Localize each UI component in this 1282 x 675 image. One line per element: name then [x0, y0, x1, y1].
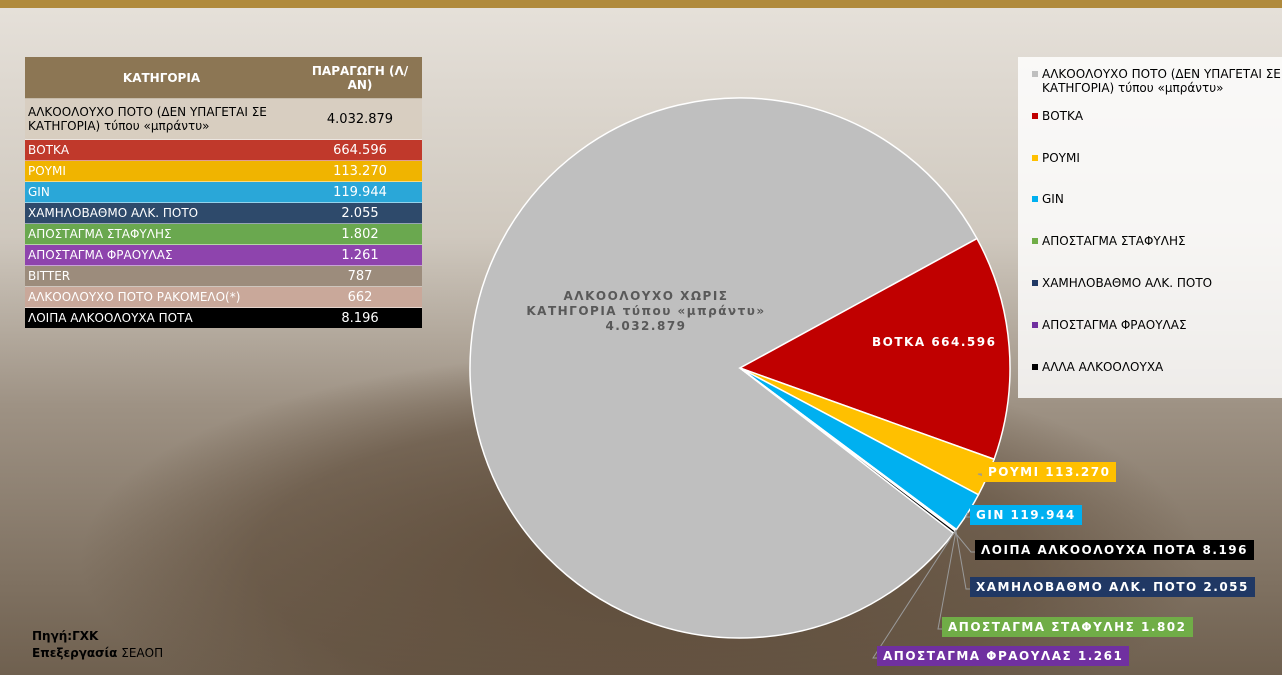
leader-line [937, 529, 957, 630]
production-value: 113.270 [298, 160, 422, 182]
category-name: BITTER [25, 265, 298, 287]
legend-marker [1032, 71, 1038, 77]
legend-label: ΑΛΛΑ ΑΛΚΟΟΛΟΥΧΑ [1042, 360, 1164, 374]
data-label: ΑΠΟΣΤΑΓΜΑ ΦΡΑΟΥΛΑΣ 1.261 [877, 646, 1130, 666]
legend-marker [1032, 113, 1038, 119]
source-note: Πηγή:ΓΧΚ Επεξεργασία ΣΕΑΟΠ [32, 628, 163, 662]
legend-item: ΧΑΜΗΛΟΒΑΘΜΟ ΑΛΚ. ΠΟΤΟ [1032, 276, 1282, 290]
legend-item: ΑΠΟΣΤΑΓΜΑ ΦΡΑΟΥΛΑΣ [1032, 318, 1282, 332]
data-label-value: 119.944 [1010, 508, 1076, 522]
table-row: ΑΛΚΟΟΛΟΥΧΟ ΠΟΤΟ ΡΑΚΟΜΕΛΟ(*) 662 [25, 286, 422, 308]
legend-item: ΡΟΥΜΙ [1032, 151, 1282, 165]
production-value: 787 [298, 265, 422, 287]
production-value: 119.944 [298, 181, 422, 203]
legend-label: GIN [1042, 192, 1064, 206]
legend-item: ΑΠΟΣΤΑΓΜΑ ΣΤΑΦΥΛΗΣ [1032, 234, 1282, 248]
table-row: GIN 119.944 [25, 181, 422, 203]
production-value: 2.055 [298, 202, 422, 224]
category-name: ΑΛΚΟΟΛΟΥΧΟ ΠΟΤΟ ΡΑΚΟΜΕΛΟ(*) [25, 286, 298, 308]
leader-line [955, 530, 970, 590]
legend-label: ΑΛΚΟΟΛΟΥΧΟ ΠΟΤΟ (ΔΕΝ ΥΠΑΓΕΤΑΙ ΣΕ ΚΑΤΗΓΟΡ… [1042, 67, 1281, 95]
data-label: ΒΟΤΚΑ 664.596 [866, 332, 1002, 352]
data-label-value: 1.802 [1141, 620, 1187, 634]
table-row: ΑΠΟΣΤΑΓΜΑ ΦΡΑΟΥΛΑΣ 1.261 [25, 244, 422, 266]
category-name: ΛΟΙΠΑ ΑΛΚΟΟΛΟΥΧΑ ΠΟΤΑ [25, 307, 298, 328]
table-row: ΒΟΤΚΑ 664.596 [25, 139, 422, 161]
table-row: ΛΟΙΠΑ ΑΛΚΟΟΛΟΥΧΑ ΠΟΤΑ 8.196 [25, 307, 422, 328]
legend: ΑΛΚΟΟΛΟΥΧΟ ΠΟΤΟ (ΔΕΝ ΥΠΑΓΕΤΑΙ ΣΕ ΚΑΤΗΓΟΡ… [1018, 57, 1282, 398]
data-label-value: 113.270 [1045, 465, 1111, 479]
data-label: ΡΟΥΜΙ 113.270 [982, 462, 1117, 482]
data-label: ΑΠΟΣΤΑΓΜΑ ΣΤΑΦΥΛΗΣ 1.802 [942, 617, 1193, 637]
data-label-name: ΑΛΚΟΟΛΟΥΧΟ ΧΩΡΙΣ ΚΑΤΗΓΟΡΙΑ τύπου «μπράντ… [526, 289, 766, 318]
legend-marker [1032, 322, 1038, 328]
legend-label: ΡΟΥΜΙ [1042, 151, 1080, 165]
table-row: ΑΛΚΟΟΛΟΥΧΟ ΠΟΤΟ (ΔΕΝ ΥΠΑΓΕΤΑΙ ΣΕ ΚΑΤΗΓΟΡ… [25, 98, 422, 140]
data-label-name: ΧΑΜΗΛΟΒΑΘΜΟ ΑΛΚ. ΠΟΤΟ [976, 580, 1198, 594]
legend-marker [1032, 238, 1038, 244]
data-label: ΑΛΚΟΟΛΟΥΧΟ ΧΩΡΙΣ ΚΑΤΗΓΟΡΙΑ τύπου «μπράντ… [520, 286, 772, 337]
pie-slice [469, 97, 978, 639]
production-value: 1.261 [298, 244, 422, 266]
table-row: BITTER 787 [25, 265, 422, 287]
legend-marker [1032, 155, 1038, 161]
table-header: ΠΑΡΑΓΩΓΗ (Λ/ΑΝ) [298, 57, 422, 99]
data-label-value: 664.596 [931, 335, 997, 349]
category-name: ΡΟΥΜΙ [25, 160, 298, 182]
category-name: ΑΠΟΣΤΑΓΜΑ ΦΡΑΟΥΛΑΣ [25, 244, 298, 266]
data-label-name: ΑΠΟΣΤΑΓΜΑ ΦΡΑΟΥΛΑΣ [883, 649, 1073, 663]
production-table: ΚΑΤΗΓΟΡΙΑ ΠΑΡΑΓΩΓΗ (Λ/ΑΝ) ΑΛΚΟΟΛΟΥΧΟ ΠΟΤ… [25, 57, 422, 328]
leader-line [872, 530, 956, 659]
pie-slice [738, 237, 1011, 461]
source: Πηγή:ΓΧΚ [32, 629, 99, 643]
data-label-name: ΑΠΟΣΤΑΓΜΑ ΣΤΑΦΥΛΗΣ [948, 620, 1136, 634]
legend-label: ΑΠΟΣΤΑΓΜΑ ΣΤΑΦΥΛΗΣ [1042, 234, 1186, 248]
legend-marker [1032, 364, 1038, 370]
production-value: 662 [298, 286, 422, 308]
data-label-value: 8.196 [1202, 543, 1249, 557]
production-value: 4.032.879 [298, 98, 422, 140]
legend-label: ΧΑΜΗΛΟΒΑΘΜΟ ΑΛΚ. ΠΟΤΟ [1042, 276, 1213, 290]
data-label: ΛΟΙΠΑ ΑΛΚΟΟΛΟΥΧΑ ΠΟΤΑ 8.196 [975, 540, 1255, 560]
data-label-value: 4.032.879 [605, 319, 687, 333]
production-value: 8.196 [298, 307, 422, 328]
legend-item: ΒΟΤΚΑ [1032, 109, 1282, 123]
leader-line [965, 512, 970, 518]
legend-item: GIN [1032, 192, 1282, 206]
table-header: ΚΑΤΗΓΟΡΙΑ [25, 57, 298, 99]
legend-item: ΑΛΚΟΟΛΟΥΧΟ ΠΟΤΟ (ΔΕΝ ΥΠΑΓΕΤΑΙ ΣΕ ΚΑΤΗΓΟΡ… [1032, 67, 1282, 95]
legend-marker [1032, 280, 1038, 286]
data-label-value: 2.055 [1203, 580, 1249, 594]
data-label: ΧΑΜΗΛΟΒΑΘΜΟ ΑΛΚ. ΠΟΤΟ 2.055 [970, 577, 1255, 597]
production-value: 1.802 [298, 223, 422, 245]
leader-line [954, 531, 975, 553]
category-name: GIN [25, 181, 298, 203]
table-row: ΡΟΥΜΙ 113.270 [25, 160, 422, 182]
legend-item: ΑΛΛΑ ΑΛΚΟΟΛΟΥΧΑ [1032, 360, 1282, 374]
data-label: GIN 119.944 [970, 505, 1082, 525]
table-row: ΑΠΟΣΤΑΓΜΑ ΣΤΑΦΥΛΗΣ 1.802 [25, 223, 422, 245]
category-name: ΑΠΟΣΤΑΓΜΑ ΣΤΑΦΥΛΗΣ [25, 223, 298, 245]
category-name: ΒΟΤΚΑ [25, 139, 298, 161]
category-name: ΑΛΚΟΟΛΟΥΧΟ ΠΟΤΟ (ΔΕΝ ΥΠΑΓΕΤΑΙ ΣΕ ΚΑΤΗΓΟΡ… [25, 98, 298, 140]
processing: ΣΕΑΟΠ [121, 646, 164, 660]
legend-label: ΒΟΤΚΑ [1042, 109, 1084, 123]
legend-marker [1032, 196, 1038, 202]
table-row: ΧΑΜΗΛΟΒΑΘΜΟ ΑΛΚ. ΠΟΤΟ 2.055 [25, 202, 422, 224]
processing-label: Επεξεργασία [32, 646, 118, 660]
legend-label: ΑΠΟΣΤΑΓΜΑ ΦΡΑΟΥΛΑΣ [1042, 318, 1187, 332]
data-label-name: ΡΟΥΜΙ [988, 465, 1040, 479]
data-label-name: ΛΟΙΠΑ ΑΛΚΟΟΛΟΥΧΑ ΠΟΤΑ [981, 543, 1197, 557]
category-name: ΧΑΜΗΛΟΒΑΘΜΟ ΑΛΚ. ΠΟΤΟ [25, 202, 298, 224]
production-value: 664.596 [298, 139, 422, 161]
data-label-value: 1.261 [1077, 649, 1124, 663]
data-label-name: GIN [976, 508, 1005, 522]
data-label-name: ΒΟΤΚΑ [872, 335, 926, 349]
